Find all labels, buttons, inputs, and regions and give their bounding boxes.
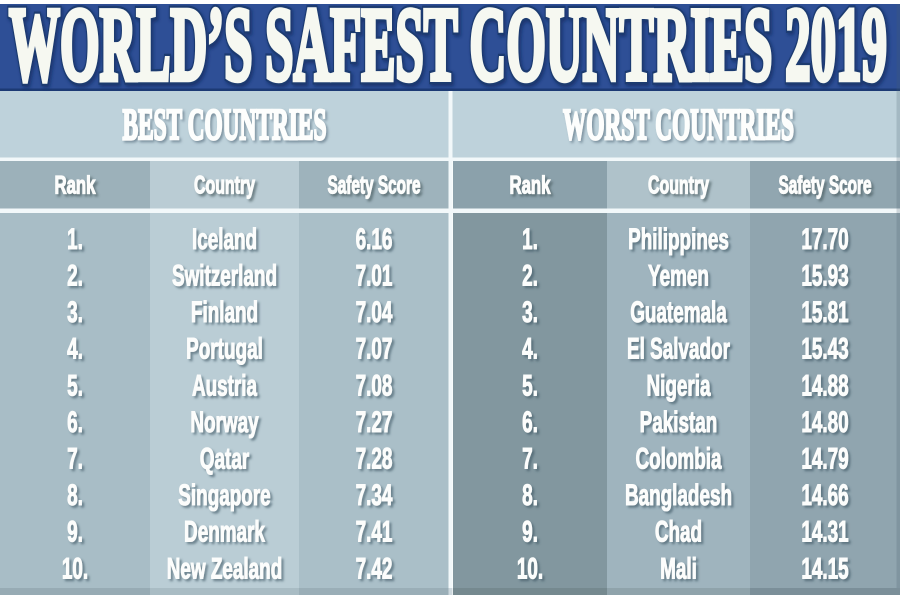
svg-text:14.88: 14.88 <box>801 369 848 402</box>
svg-text:Switzerland: Switzerland <box>172 260 277 293</box>
svg-text:6.16: 6.16 <box>356 223 393 256</box>
svg-text:Singapore: Singapore <box>178 479 270 512</box>
svg-text:Nigeria: Nigeria <box>646 369 710 402</box>
svg-text:15.81: 15.81 <box>801 296 848 329</box>
svg-text:Country: Country <box>648 173 709 200</box>
svg-text:Philippines: Philippines <box>628 223 729 256</box>
svg-text:Norway: Norway <box>190 406 258 439</box>
svg-text:14.80: 14.80 <box>801 406 848 439</box>
svg-text:9.: 9. <box>67 516 83 549</box>
svg-text:17.70: 17.70 <box>801 223 848 256</box>
svg-text:7.07: 7.07 <box>356 333 393 366</box>
svg-text:3.: 3. <box>522 296 538 329</box>
svg-text:10.: 10. <box>517 552 543 585</box>
svg-text:7.42: 7.42 <box>356 552 393 585</box>
svg-text:4.: 4. <box>522 333 538 366</box>
svg-text:7.: 7. <box>522 443 538 476</box>
svg-text:7.: 7. <box>67 443 83 476</box>
svg-text:El Salvador: El Salvador <box>627 333 730 366</box>
svg-text:14.31: 14.31 <box>801 516 848 549</box>
svg-text:7.08: 7.08 <box>356 369 393 402</box>
svg-text:Colombia: Colombia <box>635 443 721 476</box>
svg-text:7.28: 7.28 <box>356 443 393 476</box>
svg-text:8.: 8. <box>522 479 538 512</box>
svg-text:BEST COUNTRIES: BEST COUNTRIES <box>123 100 327 149</box>
svg-text:7.04: 7.04 <box>356 296 393 329</box>
svg-text:Chad: Chad <box>655 516 702 549</box>
svg-text:6.: 6. <box>67 406 83 439</box>
svg-text:Rank: Rank <box>55 173 96 200</box>
svg-text:5.: 5. <box>522 369 538 402</box>
svg-text:Qatar: Qatar <box>200 443 250 476</box>
svg-text:15.93: 15.93 <box>801 260 848 293</box>
svg-text:8.: 8. <box>67 479 83 512</box>
svg-text:Pakistan: Pakistan <box>640 406 718 439</box>
svg-text:9.: 9. <box>522 516 538 549</box>
svg-text:Finland: Finland <box>191 296 258 329</box>
svg-text:Austria: Austria <box>192 369 257 402</box>
svg-text:14.15: 14.15 <box>801 552 848 585</box>
svg-text:Safety Score: Safety Score <box>328 173 421 200</box>
svg-text:Yemen: Yemen <box>648 260 709 293</box>
svg-text:7.01: 7.01 <box>356 260 393 293</box>
svg-text:2.: 2. <box>67 260 83 293</box>
svg-text:15.43: 15.43 <box>801 333 848 366</box>
svg-text:WORST COUNTRIES: WORST COUNTRIES <box>563 100 794 149</box>
svg-text:Country: Country <box>194 173 255 200</box>
svg-text:6.: 6. <box>522 406 538 439</box>
svg-text:3.: 3. <box>67 296 83 329</box>
svg-text:2.: 2. <box>522 260 538 293</box>
svg-text:4.: 4. <box>67 333 83 366</box>
svg-text:14.66: 14.66 <box>801 479 848 512</box>
svg-text:Bangladesh: Bangladesh <box>625 479 732 512</box>
svg-text:Denmark: Denmark <box>184 516 265 549</box>
svg-text:Guatemala: Guatemala <box>630 296 727 329</box>
svg-text:Portugal: Portugal <box>186 333 263 366</box>
svg-text:Safety Score: Safety Score <box>779 173 872 200</box>
svg-text:Iceland: Iceland <box>192 223 257 256</box>
svg-text:1.: 1. <box>522 223 538 256</box>
svg-text:Rank: Rank <box>510 173 551 200</box>
svg-text:10.: 10. <box>62 552 88 585</box>
svg-text:Mali: Mali <box>660 552 697 585</box>
svg-text:7.27: 7.27 <box>356 406 393 439</box>
svg-text:WORLD’S SAFEST COUNTRIES 2019: WORLD’S SAFEST COUNTRIES 2019 <box>9 0 887 103</box>
svg-text:1.: 1. <box>67 223 83 256</box>
svg-text:WORLD’S SAFEST COUNTRIES 2019: WORLD’S SAFEST COUNTRIES 2019 <box>9 0 887 103</box>
svg-text:7.34: 7.34 <box>356 479 393 512</box>
svg-text:5.: 5. <box>67 369 83 402</box>
svg-text:14.79: 14.79 <box>801 443 848 476</box>
svg-text:7.41: 7.41 <box>356 516 393 549</box>
svg-text:New Zealand: New Zealand <box>167 552 283 585</box>
